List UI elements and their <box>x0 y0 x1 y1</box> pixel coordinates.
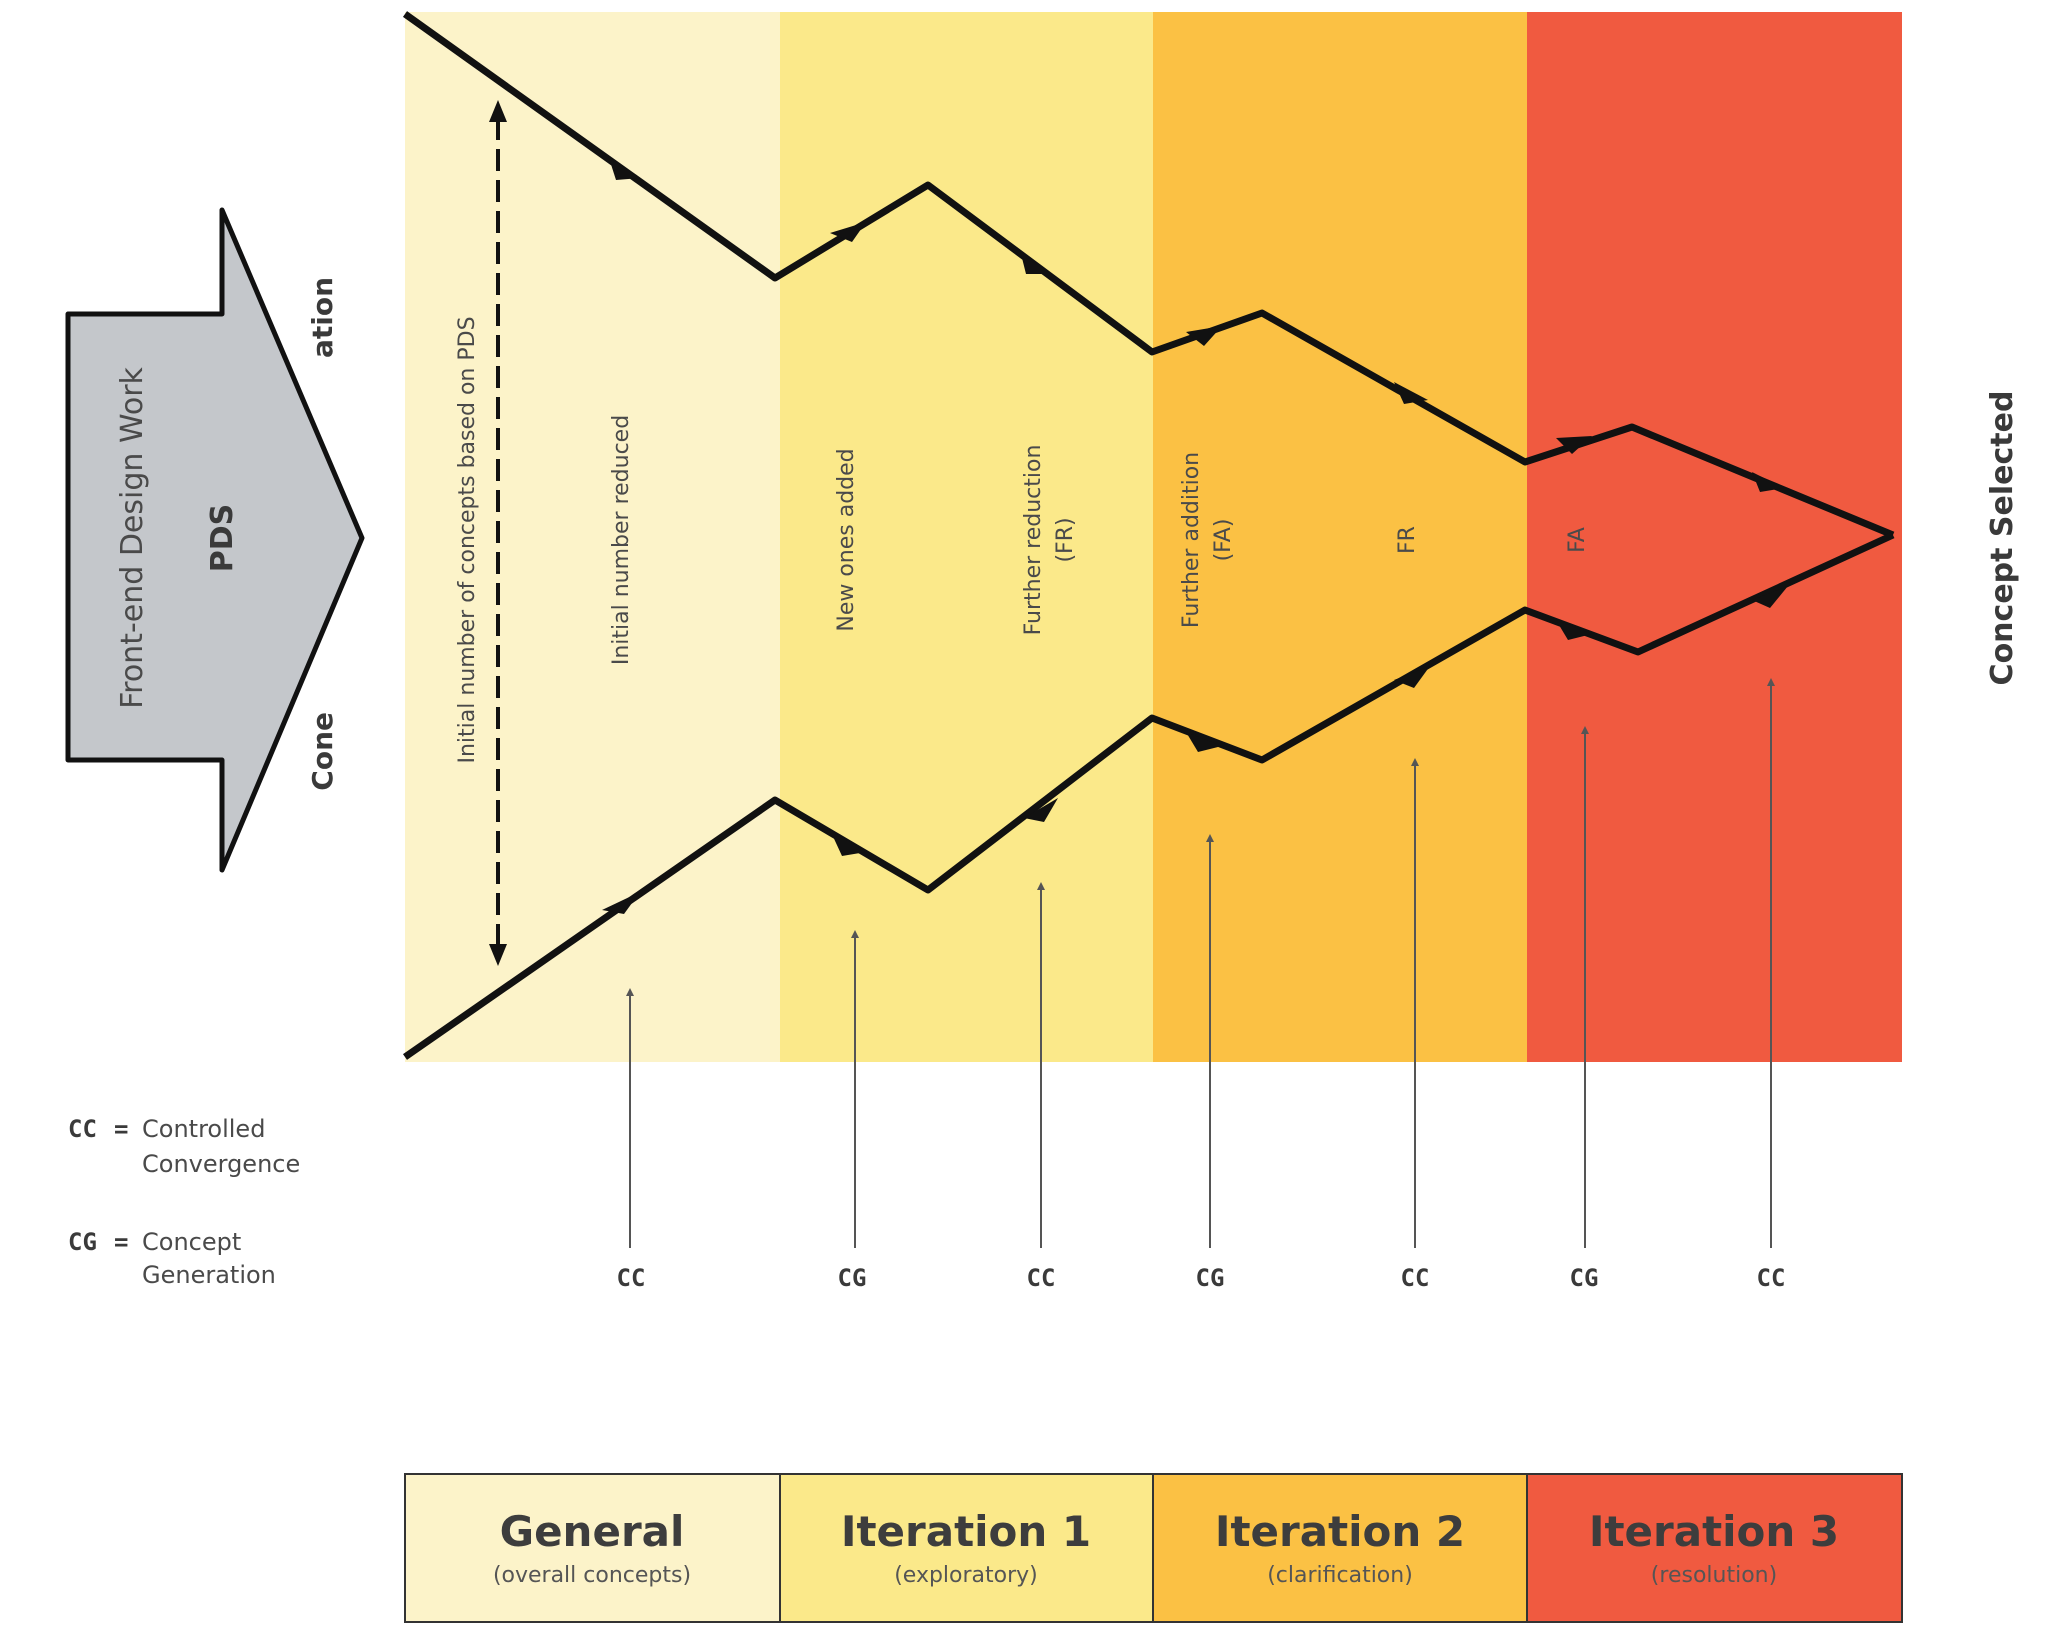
initial-range-arrow <box>489 100 507 966</box>
input-arrow-shape <box>65 207 365 873</box>
input-arrow-title: Front-end Design Work <box>115 366 150 708</box>
band-general <box>405 12 780 1062</box>
phase-label-initial-concepts: Initial number of concepts based on PDS <box>455 316 480 763</box>
section-name: Iteration 1 <box>841 1507 1091 1556</box>
marker-label: CG <box>1570 1264 1599 1292</box>
legend-eq: = <box>114 1115 128 1143</box>
input-arrow-subtitle: PDS <box>205 504 240 573</box>
phase-label-new-added: New ones added <box>834 448 859 631</box>
arrowhead <box>1394 382 1428 404</box>
marker-label: CG <box>1196 1264 1225 1292</box>
arrowhead <box>1752 472 1784 492</box>
legend: CC = Controlled Convergence CG = Concept… <box>68 1115 300 1289</box>
section-name: General <box>500 1507 685 1556</box>
section-desc: (resolution) <box>1651 1563 1777 1588</box>
section-key: General (overall concepts) Iteration 1 (… <box>404 1473 1903 1623</box>
marker-labels: CC CG CC CG CC CG CC <box>617 1264 1786 1292</box>
legend-code-cg: CG <box>68 1228 97 1256</box>
section-key-iteration-1 <box>779 1473 1154 1623</box>
arrowhead <box>1556 620 1592 640</box>
input-arrow-partial-bottom: Cone <box>306 712 339 791</box>
arrowhead <box>1186 326 1222 346</box>
legend-eq: = <box>114 1228 128 1256</box>
band-iteration-1 <box>780 12 1153 1062</box>
arrowhead <box>1020 250 1050 274</box>
section-name: Iteration 2 <box>1215 1507 1465 1556</box>
section-desc: (overall concepts) <box>493 1563 691 1588</box>
arrowhead <box>830 222 866 242</box>
marker-label: CC <box>1401 1264 1430 1292</box>
legend-cc-line2: Convergence <box>142 1150 300 1178</box>
section-key-iteration-2 <box>1152 1473 1528 1623</box>
phase-label-initial-reduced: Initial number reduced <box>609 415 634 665</box>
arrowhead <box>830 830 866 856</box>
phase-label-fa: FA <box>1565 527 1590 553</box>
input-arrow-partial-top: ation <box>306 277 339 358</box>
funnel-arrowheads <box>602 155 1788 914</box>
section-key-general <box>404 1473 781 1623</box>
section-desc: (exploratory) <box>894 1563 1038 1588</box>
arrowhead <box>1186 732 1222 752</box>
arrowhead <box>1024 798 1058 822</box>
arrowhead <box>1752 586 1788 608</box>
arrowhead <box>1556 436 1592 454</box>
phase-label-further-addition-sub: (FA) <box>1211 519 1236 562</box>
marker-label: CG <box>838 1264 867 1292</box>
band-iteration-2 <box>1153 12 1527 1062</box>
phase-label-further-reduction-sub: (FR) <box>1053 517 1078 562</box>
phase-label-fr: FR <box>1395 526 1420 554</box>
legend-code-cc: CC <box>68 1115 97 1143</box>
section-key-iteration-3 <box>1526 1473 1903 1623</box>
legend-cg-line1: Concept <box>142 1228 241 1256</box>
input-arrow: Front-end Design Work PDS Cone ation <box>65 207 365 873</box>
section-desc: (clarification) <box>1267 1563 1413 1588</box>
marker-label: CC <box>1757 1264 1786 1292</box>
legend-cc-line1: Controlled <box>142 1115 265 1143</box>
phase-label-further-addition: Further addition <box>1179 452 1204 628</box>
band-iteration-3 <box>1527 12 1902 1062</box>
legend-cg-line2: Generation <box>142 1261 276 1289</box>
phase-labels: Initial number of concepts based on PDS … <box>455 316 1590 763</box>
arrowhead <box>602 892 640 914</box>
marker-label: CC <box>1027 1264 1056 1292</box>
phase-bands <box>405 12 1902 1062</box>
marker-arrows <box>626 678 1775 1248</box>
arrowhead <box>1394 666 1430 688</box>
marker-label: CC <box>617 1264 646 1292</box>
section-name: Iteration 3 <box>1589 1507 1839 1556</box>
funnel-lower-line <box>403 531 1895 1060</box>
phase-label-further-reduction: Further reduction <box>1021 445 1046 636</box>
arrowhead <box>608 155 640 180</box>
concept-selected-label: Concept Selected <box>1985 391 2020 686</box>
